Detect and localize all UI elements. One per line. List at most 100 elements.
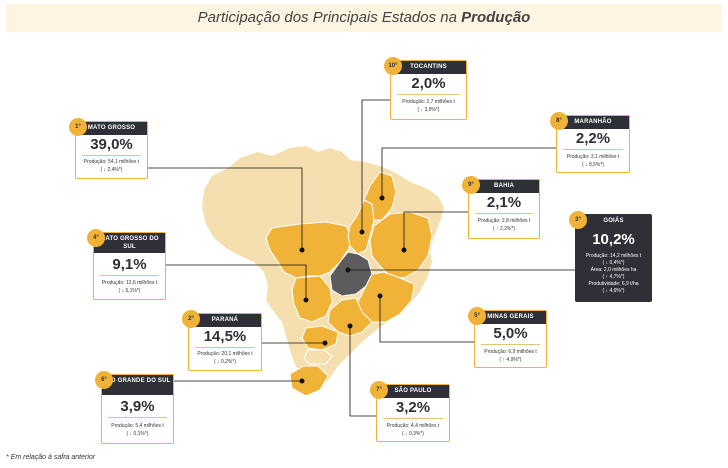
card-header: MATO GROSSO DO SUL bbox=[94, 233, 165, 253]
production-text: Produção: 14,2 milhões t bbox=[585, 253, 642, 259]
share-value: 2,0% bbox=[411, 75, 446, 92]
state-sao-paulo bbox=[327, 297, 373, 337]
connector-mato-grosso bbox=[148, 167, 303, 250]
change-text: ( ↓ 2,4%*) bbox=[100, 167, 123, 173]
card-header: GOIÁS bbox=[576, 215, 651, 228]
card-header: TOCANTINS bbox=[391, 61, 466, 74]
dot-parana bbox=[322, 340, 328, 346]
share-value: 2,1% bbox=[486, 194, 522, 211]
card-header: MINAS GERAIS bbox=[475, 311, 546, 324]
connector-mato-grosso-do-sul bbox=[166, 264, 307, 300]
rank-badge: 4° bbox=[87, 229, 105, 247]
dot-mato-grosso-do-sul bbox=[303, 297, 309, 303]
footnote: * Em relação à safra anterior bbox=[6, 454, 96, 461]
state-santa-catarina bbox=[303, 349, 333, 365]
title-prefix: Participação dos Principais Estados na bbox=[197, 9, 457, 26]
rank-badge: 6° bbox=[95, 371, 113, 389]
divider bbox=[480, 344, 541, 345]
card-goias: GOIÁS 3° 10,2% Produção: 14,2 milhões t … bbox=[569, 211, 652, 302]
production-text: Produção: 12,6 milhões t bbox=[101, 280, 158, 286]
connector-tocantins bbox=[361, 99, 390, 232]
card-header: MATO GROSSO bbox=[76, 122, 147, 135]
production-text: Produção: 3,1 milhões t bbox=[566, 154, 620, 160]
card-mato-grosso-do-sul: MATO GROSSO DO SUL 4° 9,1% Produção: 12,… bbox=[87, 229, 166, 300]
share-value: 3,9% bbox=[120, 398, 155, 415]
card-rio-grande-do-sul: RIO GRANDE DO SUL 6° 3,9% Produção: 5,4 … bbox=[95, 371, 174, 444]
production-text: Produção: 54,1 milhões t bbox=[83, 159, 140, 165]
card-header: RIO GRANDE DO SUL bbox=[102, 375, 173, 395]
divider bbox=[81, 155, 142, 156]
state-maranhao bbox=[363, 171, 397, 221]
productivity-change-text: ( ↓ 4,9%*) bbox=[602, 288, 625, 294]
divider bbox=[474, 213, 534, 214]
divider bbox=[562, 149, 624, 150]
share-value: 14,5% bbox=[203, 328, 247, 345]
dot-minas-gerais bbox=[377, 293, 383, 299]
change-text: ( ↓ 0,3%*) bbox=[402, 431, 424, 437]
rank-badge: 8° bbox=[550, 112, 568, 130]
change-text: ( ↓ 0,2%*) bbox=[214, 359, 236, 365]
productivity-text: Produtividade: 6,9 t/ha bbox=[588, 281, 639, 287]
share-value: 9,1% bbox=[112, 256, 147, 273]
dot-mato-grosso bbox=[299, 247, 305, 253]
production-text: Produção: 5,4 milhões t bbox=[111, 423, 164, 429]
state-parana bbox=[301, 325, 339, 351]
divider bbox=[194, 347, 256, 348]
share-value: 10,2% bbox=[592, 231, 635, 248]
share-value: 2,2% bbox=[575, 130, 611, 147]
change-text: ( ↑ 4,9%*) bbox=[499, 357, 522, 363]
title-emphasis: Produção bbox=[461, 9, 531, 26]
card-tocantins: TOCANTINS 10° 2,0% Produção: 2,7 milhões… bbox=[384, 57, 467, 120]
rank-badge: 5° bbox=[468, 307, 486, 325]
production-text: Produção: 20,1 milhões t bbox=[197, 351, 253, 357]
card-header: SÃO PAULO bbox=[377, 385, 449, 398]
chart-title: Participação dos Principais Estados na P… bbox=[6, 4, 722, 32]
divider bbox=[99, 275, 160, 276]
card-header: MARANHÃO bbox=[557, 116, 629, 129]
dot-tocantins bbox=[359, 229, 365, 235]
share-value: 39,0% bbox=[90, 136, 133, 153]
dot-goias bbox=[345, 267, 351, 273]
production-text: Produção: 6,9 milhões t bbox=[484, 349, 537, 355]
production-text: Produção: 2,8 milhões t bbox=[477, 218, 531, 224]
change-text: ( ↑ 2,2%*) bbox=[493, 226, 515, 232]
connector-sao-paulo bbox=[349, 326, 376, 417]
change-text: ( ↓ 0,4%*) bbox=[602, 260, 625, 266]
state-mato-grosso-do-sul bbox=[291, 275, 333, 323]
divider bbox=[397, 94, 460, 95]
card-parana: PARANÁ 2° 14,5% Produção: 20,1 milhões t… bbox=[182, 310, 262, 371]
divider bbox=[382, 418, 444, 419]
dot-maranhao bbox=[379, 195, 385, 201]
rank-badge: 10° bbox=[384, 57, 402, 75]
card-header: BAHIA bbox=[469, 180, 539, 193]
connector-maranhao bbox=[381, 147, 556, 198]
state-rio-grande-do-sul bbox=[289, 365, 329, 397]
rank-badge: 3° bbox=[569, 211, 587, 229]
connector-bahia bbox=[403, 211, 468, 250]
share-value: 3,2% bbox=[395, 399, 431, 416]
state-mato-grosso bbox=[265, 221, 353, 279]
divider bbox=[107, 417, 168, 418]
rank-badge: 1° bbox=[69, 118, 87, 136]
card-sao-paulo: SÃO PAULO 7° 3,2% Produção: 4,4 milhões … bbox=[370, 381, 450, 442]
change-text: ( ↓ 0,1%*) bbox=[126, 431, 149, 437]
area-text: Área: 2,0 milhões ha bbox=[590, 267, 637, 273]
connector-minas-gerais bbox=[379, 296, 474, 343]
rank-badge: 9° bbox=[462, 176, 480, 194]
rank-badge: 7° bbox=[370, 381, 388, 399]
card-minas-gerais: MINAS GERAIS 5° 5,0% Produção: 6,9 milhõ… bbox=[468, 307, 547, 368]
dot-sao-paulo bbox=[347, 323, 353, 329]
dot-rio-grande-do-sul bbox=[299, 378, 305, 384]
card-mato-grosso: MATO GROSSO 1° 39,0% Produção: 54,1 milh… bbox=[69, 118, 148, 179]
change-text: ( ↓ 5,1%*) bbox=[118, 288, 141, 294]
card-maranhao: MARANHÃO 8° 2,2% Produção: 3,1 milhões t… bbox=[550, 112, 630, 173]
production-text: Produção: 4,4 milhões t bbox=[386, 423, 440, 429]
area-change-text: ( ↑ 4,7%*) bbox=[602, 274, 625, 280]
card-bahia: BAHIA 9° 2,1% Produção: 2,8 milhões t ( … bbox=[462, 176, 540, 239]
card-header: PARANÁ bbox=[189, 314, 261, 327]
change-text: ( ↓ 8,5%*) bbox=[582, 162, 604, 168]
dot-bahia bbox=[401, 247, 407, 253]
change-text: ( ↓ 3,9%*) bbox=[417, 107, 440, 113]
share-value: 5,0% bbox=[493, 325, 528, 342]
